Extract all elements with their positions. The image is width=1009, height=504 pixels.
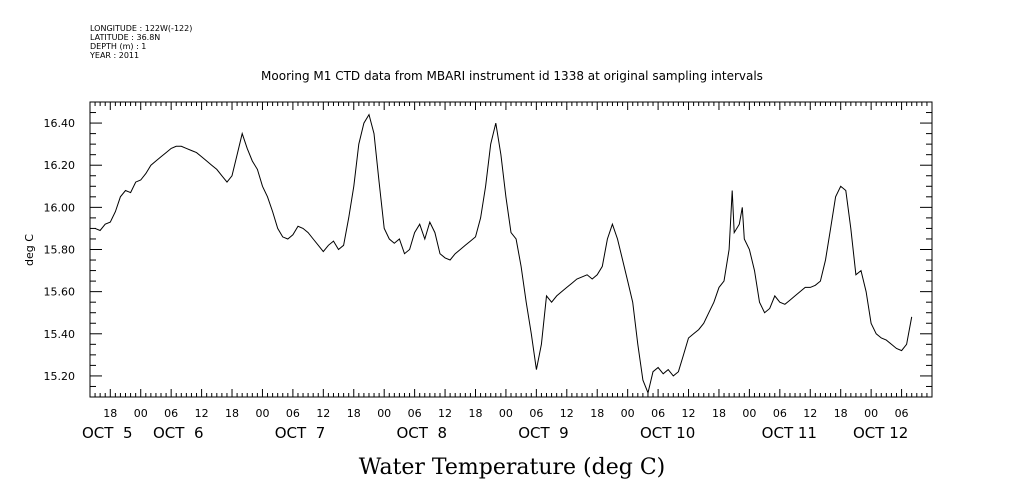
x-tick-label: 00: [499, 407, 513, 420]
x-day-label: OCT 6: [153, 424, 204, 442]
x-tick-label: 12: [195, 407, 209, 420]
y-tick-label: 16.40: [44, 117, 76, 130]
x-tick-label: 12: [803, 407, 817, 420]
x-tick-label: 18: [590, 407, 604, 420]
x-day-label: OCT 8: [396, 424, 447, 442]
x-tick-label: 00: [864, 407, 878, 420]
y-tick-label: 15.20: [44, 370, 76, 383]
x-tick-label: 12: [682, 407, 696, 420]
x-tick-label: 00: [621, 407, 635, 420]
header-latitude: LATITUDE : 36.8N: [90, 33, 160, 42]
x-tick-label: 12: [438, 407, 452, 420]
x-tick-label: 12: [316, 407, 330, 420]
y-tick-label: 15.80: [44, 244, 76, 257]
y-tick-label: 15.40: [44, 328, 76, 341]
x-tick-label: 18: [712, 407, 726, 420]
x-tick-label: 06: [529, 407, 543, 420]
x-tick-label: 00: [377, 407, 391, 420]
x-day-label: OCT 7: [275, 424, 326, 442]
x-tick-label: 12: [560, 407, 574, 420]
x-tick-label: 00: [742, 407, 756, 420]
x-tick-label: 06: [773, 407, 787, 420]
header-depth: DEPTH (m) : 1: [90, 42, 146, 51]
x-day-label: OCT 10: [640, 424, 695, 442]
x-tick-label: 18: [103, 407, 117, 420]
header-longitude: LONGITUDE : 122W(-122): [90, 24, 192, 33]
y-tick-label: 16.00: [44, 201, 76, 214]
axis-tick-labels: 18 00 06 12 18 00 06 12 18 00 06 12 18 00 06 12 18 00 06 12…: [44, 117, 909, 442]
header-info: LONGITUDE : 122W(-122) LATITUDE : 36.8N …: [89, 24, 192, 60]
x-tick-label: 00: [255, 407, 269, 420]
series-group: [94, 113, 913, 395]
y-axis-label: deg C: [23, 234, 36, 266]
x-tick-label: 06: [164, 407, 178, 420]
x-tick-label: 06: [408, 407, 422, 420]
x-day-label: OCT 9: [518, 424, 569, 442]
plot-frame: [89, 101, 933, 398]
header-year: YEAR : 2011: [89, 51, 139, 60]
x-tick-label: 18: [225, 407, 239, 420]
x-tick-label: 06: [286, 407, 300, 420]
x-tick-label: 00: [134, 407, 148, 420]
y-tick-label: 15.60: [44, 286, 76, 299]
x-day-label: OCT 12: [853, 424, 908, 442]
x-tick-label: 18: [347, 407, 361, 420]
x-tick-label: 18: [468, 407, 482, 420]
x-tick-label: 06: [895, 407, 909, 420]
x-day-label: OCT 11: [762, 424, 817, 442]
chart-title: Mooring M1 CTD data from MBARI instrumen…: [261, 69, 763, 83]
x-day-label: OCT 5: [82, 424, 133, 442]
x-axis-label: Water Temperature (deg C): [359, 455, 666, 480]
y-tick-label: 16.20: [44, 159, 76, 172]
series-line: [94, 113, 913, 395]
axis-ticks: [89, 101, 933, 398]
x-tick-label: 06: [651, 407, 665, 420]
x-tick-label: 18: [834, 407, 848, 420]
